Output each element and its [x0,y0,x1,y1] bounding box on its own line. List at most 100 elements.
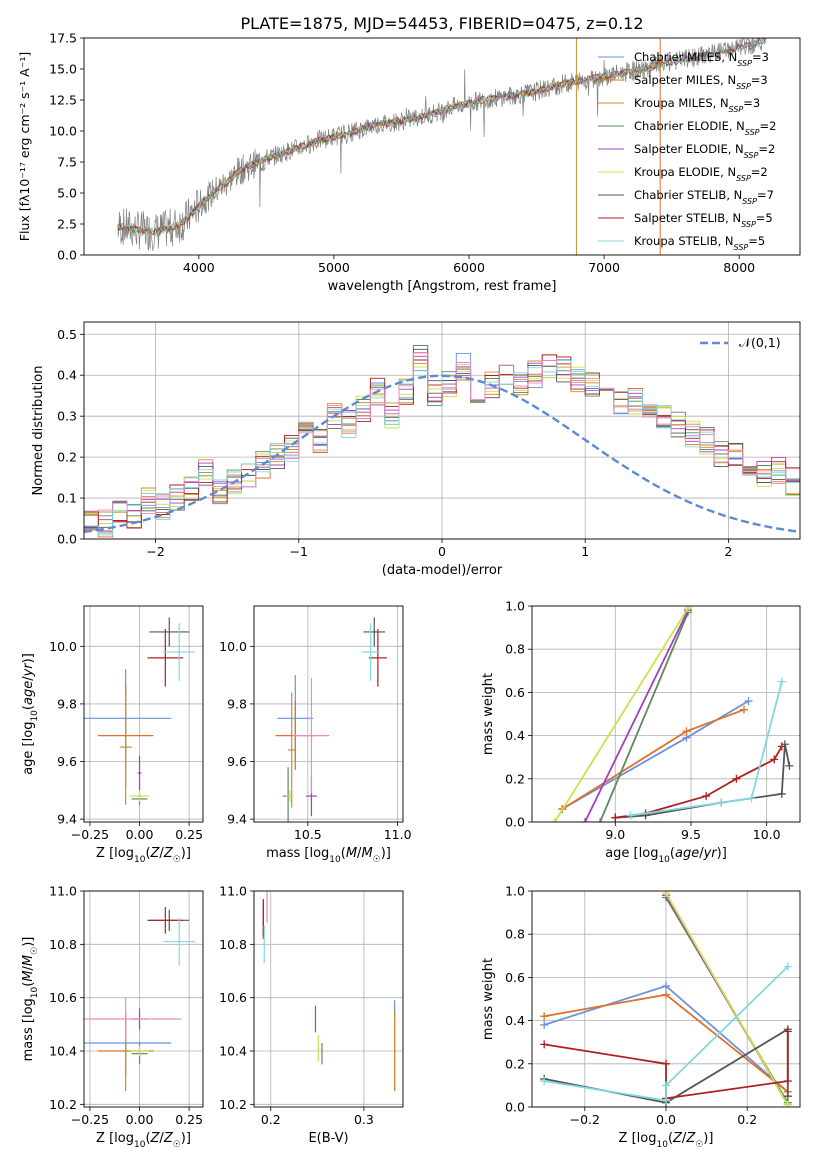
axes-1: −2 −1 0 1 2 0.0 0.1 0.2 0.3 0.4 0.5 (data-model)/er… [31,321,801,578]
y-tick-label: 0.1 [57,491,77,506]
axes-frame [531,890,801,1108]
x-tick-label: 0.00 [126,827,154,842]
point-marker-kroupa-elodie [783,1100,792,1107]
x-tick-label: −2 [146,544,164,559]
x-tick-label: 4000 [183,260,215,275]
x-tick-label: 0.25 [175,827,203,842]
x-tick-label: −1 [290,544,308,559]
axes-0: 4000 5000 6000 7000 8000 0.0 2.5 5.0 7.5 10.0 12.5… [17,31,801,294]
point-marker-salpeter-stelib [540,1040,549,1049]
point-marker-salpeter-stelib [783,1027,792,1036]
y-tick-label: 0.2 [505,1056,525,1071]
x-tick-label: 2 [724,544,732,559]
plot-area [84,345,800,538]
y-tick-label: 0.3 [57,409,77,424]
series-line-chabrier-elodie [599,612,689,822]
y-tick-label: 1.0 [505,884,525,899]
legend-label: Chabrier MILES, NSSP=3 [634,50,769,68]
y-tick-label: 0.0 [57,248,77,263]
y-tick-label: 10.8 [219,937,247,952]
y-axis-label: Flux [fλ10⁻¹⁷ erg cm⁻² s⁻¹ A⁻¹] [17,52,32,241]
x-tick-label: 0.2 [737,1112,757,1127]
point-marker-chabrier-stelib [777,789,786,798]
y-tick-label: 10.6 [49,990,77,1005]
y-tick-label: 10.0 [219,639,247,654]
axes-frame [83,321,801,540]
normal-curve-line [84,374,800,533]
legend-label: Kroupa STELIB, NSSP=5 [634,234,765,252]
y-tick-label: 10.2 [219,1097,247,1112]
point-marker-chabrier-miles [662,982,670,991]
point-marker-kroupa-elodie [550,818,559,822]
y-tick-label: 9.8 [227,696,247,711]
axes-frame [531,605,801,823]
x-tick-label: 9.0 [605,827,625,842]
point-marker-salpeter-miles [662,990,670,999]
y-tick-label: 10.0 [49,124,77,139]
point-marker-kroupa-stelib [626,811,635,820]
x-tick-label: 11.0 [384,827,412,842]
x-tick-label: 0 [438,544,446,559]
histogram-hist_pink [84,352,800,515]
x-tick-label: 0.2 [261,1112,281,1127]
point-marker-kroupa-elodie [662,891,670,898]
y-tick-label: 2.5 [57,217,77,232]
point-marker-kroupa-stelib [540,1077,549,1086]
histogram-chabrier-elodie [84,345,800,517]
legend-label: Chabrier ELODIE, NSSP=2 [634,119,776,137]
x-axis-label: (data-model)/error [382,563,503,578]
y-tick-label: 0.0 [505,815,525,830]
plot-area [275,617,387,822]
point-marker-salpeter-elodie [580,818,589,822]
y-tick-label: 9.6 [57,754,77,769]
x-tick-label: 8000 [723,260,755,275]
x-axis-label: E(B-V) [308,1131,348,1146]
y-tick-label: 9.8 [57,696,77,711]
axes-5: −0.25 0.00 0.25 10.2 10.4 10.6 10.8 11.0 Z [log1… [21,884,204,1150]
y-tick-label: 10.4 [49,1044,77,1059]
x-axis-label: mass [log10(M/M☉)] [266,846,391,865]
y-tick-label: 0.8 [505,642,525,657]
y-axis-label: age [log10(age/yr)] [21,653,40,775]
axes-frame [83,890,204,1108]
series-line-kroupa-elodie [665,892,789,1106]
x-tick-label: −0.2 [570,1112,600,1127]
point-marker-salpeter-stelib [611,813,620,822]
series-line-salpeter-elodie [584,609,689,822]
x-tick-label: 5000 [318,260,350,275]
x-tick-label: 6000 [453,260,485,275]
x-axis-label: Z [log10(Z/Z☉)] [96,846,191,865]
point-marker-salpeter-miles [739,705,748,714]
axes-7: −0.2 0.0 0.2 0.0 0.2 0.4 0.6 0.8 1.0 Z [log10(Z/Z… [481,884,801,1150]
y-tick-label: 0.4 [57,368,77,383]
y-tick-label: 0.2 [57,450,77,465]
plot-area [84,617,196,805]
y-axis-label: Normed distribution [31,366,46,496]
point-marker-salpeter-stelib [783,1077,792,1086]
x-tick-label: 0.3 [354,1112,374,1127]
x-tick-label: 0.00 [126,1112,154,1127]
y-tick-label: 9.6 [227,754,247,769]
y-tick-label: 5.0 [57,186,77,201]
y-axis-label: mass weight [481,958,496,1040]
point-marker-kroupa-stelib [777,677,786,686]
model-line-salpeter-stelib [117,38,767,236]
legend-label: Kroupa MILES, NSSP=3 [634,96,760,114]
axes-4: 9.0 9.5 10.0 0.0 0.2 0.4 0.6 0.8 1.0 age [log10(a… [481,599,801,865]
figure-title: PLATE=1875, MJD=54453, FIBERID=0475, z=0… [240,14,643,33]
x-tick-label: −0.25 [71,827,109,842]
x-axis-label: age [log10(age/yr)] [605,846,727,865]
plot-area [262,891,396,1091]
point-marker-salpeter-miles [540,1012,549,1021]
y-tick-label: 0.8 [505,927,525,942]
y-tick-label: 0.0 [505,1100,525,1115]
y-tick-label: 0.6 [505,685,525,700]
y-tick-label: 0.4 [505,728,525,743]
point-marker-salpeter-stelib [770,755,779,764]
point-marker-salpeter-stelib [702,792,711,801]
x-tick-label: 0.0 [656,1112,676,1127]
legend-label: Kroupa ELODIE, NSSP=2 [634,165,768,183]
legend-label-normal: 𝒩(0,1) [739,335,781,350]
x-tick-label: 0.25 [175,1112,203,1127]
